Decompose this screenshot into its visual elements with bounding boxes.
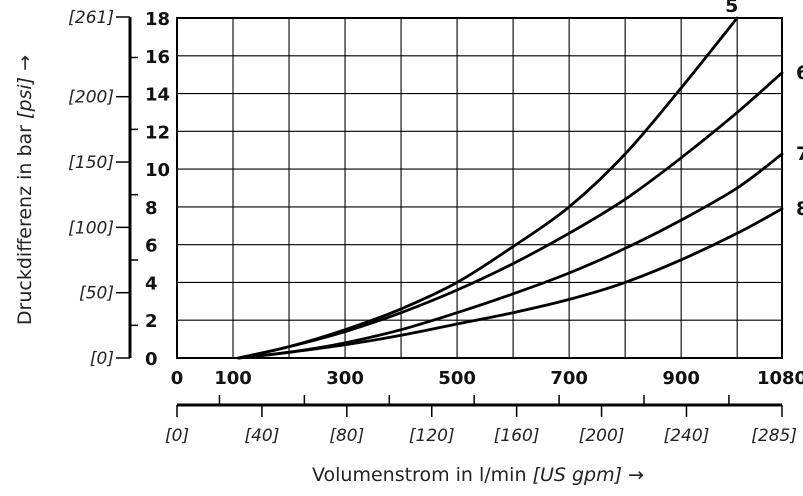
gpm-axis: [0] [40] [80] [120] [160] [200] [240] [285]	[165, 395, 797, 446]
curves	[237, 16, 784, 360]
series-label-6: 6	[796, 62, 803, 84]
x-tick-labels: 0 100 300 500 700 900 1080	[171, 368, 803, 389]
y-tick-label-4: 8	[145, 198, 158, 219]
y-tick-label-3: 6	[145, 236, 158, 257]
gpm-tick-label-4: [160]	[494, 426, 540, 446]
series-line-5	[237, 16, 739, 360]
psi-axis: [0] [50] [100] [150] [200] [261]	[68, 8, 138, 369]
y-axis-title: Druckdifferenz in bar [psi] →	[14, 55, 36, 325]
x-tick-label-4: 700	[550, 368, 588, 389]
x-axis-title: Volumenstrom in l/min [US gpm] →	[312, 464, 644, 486]
psi-tick-label-1: [50]	[79, 284, 114, 304]
grid	[176, 17, 783, 359]
y-tick-label-9: 18	[145, 9, 170, 30]
gpm-tick-label-6: [240]	[664, 426, 710, 446]
y-tick-label-5: 10	[145, 160, 170, 181]
y-tick-labels: 0 2 4 6 8 10 12 14 16 18	[145, 9, 170, 370]
gpm-tick-label-1: [40]	[244, 426, 279, 446]
y-tick-label-2: 4	[145, 273, 158, 294]
psi-tick-label-2: [100]	[68, 218, 114, 238]
x-tick-label-2: 300	[326, 368, 364, 389]
x-tick-label-5: 900	[662, 368, 700, 389]
gpm-tick-label-2: [80]	[329, 426, 364, 446]
psi-tick-label-0: [0]	[90, 349, 114, 369]
x-tick-label-3: 500	[438, 368, 476, 389]
y-tick-label-0: 0	[145, 349, 158, 370]
x-tick-label-6: 1080	[757, 368, 803, 389]
y-tick-label-6: 12	[145, 122, 170, 143]
gpm-tick-label-5: [200]	[579, 426, 625, 446]
series-label-5: 5	[725, 0, 738, 17]
series-labels: 5 6 7 8	[725, 0, 803, 220]
psi-tick-label-4: [200]	[68, 88, 114, 108]
series-line-7	[237, 152, 784, 360]
gpm-tick-label-3: [120]	[409, 426, 455, 446]
y-tick-label-8: 16	[145, 47, 170, 68]
y-tick-label-7: 14	[145, 85, 170, 106]
plot-frame	[176, 17, 783, 359]
psi-tick-label-3: [150]	[68, 153, 114, 173]
series-label-8: 8	[796, 198, 803, 220]
gpm-tick-label-0: [0]	[165, 426, 189, 446]
series-label-7: 7	[796, 143, 803, 165]
series-line-8	[237, 207, 784, 360]
series-line-6	[237, 71, 784, 360]
gpm-tick-label-7: [285]	[751, 426, 797, 446]
x-tick-label-1: 100	[214, 368, 252, 389]
y-tick-label-1: 2	[145, 311, 158, 332]
psi-tick-label-5: [261]	[68, 8, 114, 28]
x-tick-label-0: 0	[171, 368, 184, 389]
